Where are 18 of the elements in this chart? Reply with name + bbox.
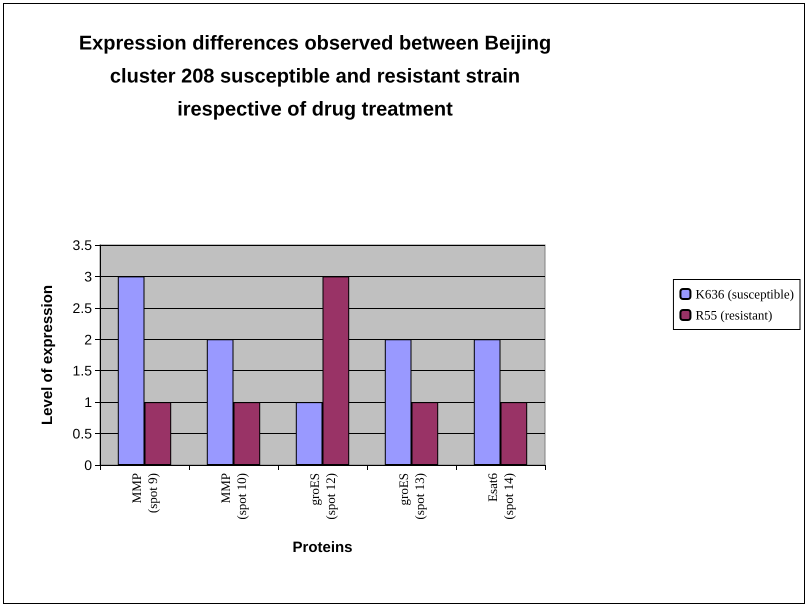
x-tick-label: MMP (spot 9) xyxy=(129,473,160,514)
x-tick-label: MMP (spot 10) xyxy=(218,473,249,520)
legend-label: K636 (susceptible) xyxy=(695,286,794,302)
y-tick-label: 2 xyxy=(84,331,92,348)
x-axis-title: Proteins xyxy=(292,539,353,556)
x-tick-label: groES (spot 13) xyxy=(396,473,427,520)
y-tick-label: 2.5 xyxy=(72,300,92,316)
y-tick-label: 1 xyxy=(84,394,92,410)
y-tick-label: 0.5 xyxy=(72,426,92,442)
chart-title: Expression differences observed between Beijing cluster 208 susceptible and resistant strain irespective of drug treatment xyxy=(78,32,552,120)
y-axis-title: Level of expression xyxy=(39,284,56,426)
y-tick-label: 0 xyxy=(84,457,92,473)
x-tick-label: Esat6 (spot 14) xyxy=(485,472,516,520)
legend-label: R55 (resistant) xyxy=(695,308,772,322)
y-tick-label: 1.5 xyxy=(72,362,92,379)
y-tick-label: 3.5 xyxy=(72,237,92,253)
x-tick-label: groES (spot 12) xyxy=(307,473,338,520)
y-tick-label: 3 xyxy=(84,268,92,284)
